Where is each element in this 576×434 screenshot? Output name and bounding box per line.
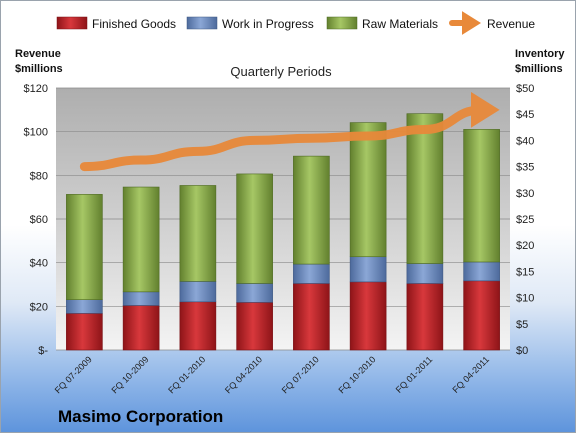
bars bbox=[66, 113, 500, 351]
bar-finished-goods[interactable] bbox=[236, 302, 273, 351]
right-tick-label: $50 bbox=[516, 83, 534, 95]
legend-label-raw-materials: Raw Materials bbox=[362, 17, 438, 31]
legend-item-work-in-progress[interactable]: Work in Progress bbox=[186, 16, 314, 31]
right-tick-label: $0 bbox=[516, 345, 528, 357]
legend-label-revenue: Revenue bbox=[487, 17, 535, 31]
left-tick-label: $20 bbox=[30, 301, 48, 313]
right-tick-label: $5 bbox=[516, 319, 528, 331]
bar-finished-goods[interactable] bbox=[406, 283, 444, 351]
bar-raw-materials[interactable] bbox=[66, 194, 103, 300]
legend-label-finished-goods: Finished Goods bbox=[92, 17, 176, 31]
category-label: FQ 04-2011 bbox=[450, 354, 491, 395]
legend-label-work-in-progress: Work in Progress bbox=[222, 17, 314, 31]
revenue-line bbox=[79, 91, 500, 172]
bar-finished-goods[interactable] bbox=[66, 313, 103, 351]
category-label: FQ 10-2010 bbox=[337, 354, 378, 395]
right-tick-label: $45 bbox=[516, 109, 534, 121]
bar-raw-materials[interactable] bbox=[236, 173, 273, 284]
category-label: FQ 04-2010 bbox=[223, 354, 264, 395]
bar-work-in-progress[interactable] bbox=[349, 256, 387, 283]
left-axis-title-line-2: $millions bbox=[15, 63, 63, 75]
right-axis-title-line-1: Inventory bbox=[515, 48, 565, 60]
bar-work-in-progress[interactable] bbox=[293, 263, 330, 284]
legend-item-finished-goods[interactable]: Finished Goods bbox=[56, 16, 176, 31]
right-tick-label: $25 bbox=[516, 214, 534, 226]
legend-item-raw-materials[interactable]: Raw Materials bbox=[326, 16, 438, 31]
left-tick-label: $40 bbox=[30, 258, 48, 270]
left-tick-label: $80 bbox=[30, 170, 48, 182]
legend-item-revenue[interactable]: Revenue bbox=[449, 11, 535, 35]
right-tick-label: $35 bbox=[516, 162, 534, 174]
right-axis-ticks: $0 $5 $10 $15 $20 $25 $30 $35 $40 $45 $50 bbox=[516, 83, 534, 357]
bar-work-in-progress[interactable] bbox=[66, 299, 103, 314]
bar-work-in-progress[interactable] bbox=[406, 263, 444, 284]
left-axis-ticks: $- $20 $40 $60 $80 $100 $120 bbox=[24, 83, 49, 357]
plot-title: Quarterly Periods bbox=[230, 64, 332, 79]
bar-raw-materials[interactable] bbox=[349, 122, 387, 258]
category-label: FQ 07-2009 bbox=[53, 354, 94, 395]
right-axis-title-line-2: $millions bbox=[515, 63, 563, 75]
right-tick-label: $40 bbox=[516, 135, 534, 147]
left-tick-label: $- bbox=[38, 345, 48, 357]
bar-raw-materials[interactable] bbox=[406, 113, 444, 264]
left-tick-label: $120 bbox=[24, 83, 48, 95]
revenue-series-line[interactable] bbox=[79, 91, 500, 172]
right-tick-label: $30 bbox=[516, 188, 534, 200]
bar-work-in-progress[interactable] bbox=[236, 283, 273, 303]
bar-raw-materials[interactable] bbox=[463, 129, 500, 263]
bar-raw-materials[interactable] bbox=[122, 186, 160, 293]
category-label: FQ 01-2010 bbox=[166, 354, 207, 395]
right-tick-label: $15 bbox=[516, 266, 534, 278]
right-tick-label: $10 bbox=[516, 293, 534, 305]
legend: Finished Goods Work in Progress Raw Mate… bbox=[56, 11, 535, 35]
category-label: FQ 07-2010 bbox=[280, 354, 321, 395]
left-tick-label: $100 bbox=[24, 127, 48, 139]
bar-finished-goods[interactable] bbox=[349, 281, 387, 351]
bar-raw-materials[interactable] bbox=[293, 155, 330, 265]
category-label: FQ 01-2011 bbox=[394, 354, 435, 395]
bar-finished-goods[interactable] bbox=[463, 280, 500, 351]
bar-finished-goods[interactable] bbox=[293, 283, 330, 351]
bar-work-in-progress[interactable] bbox=[122, 291, 160, 306]
right-tick-label: $20 bbox=[516, 240, 534, 252]
left-axis-title-line-1: Revenue bbox=[15, 48, 61, 60]
bar-work-in-progress[interactable] bbox=[179, 281, 217, 303]
bar-raw-materials[interactable] bbox=[179, 185, 217, 282]
bar-finished-goods[interactable] bbox=[122, 305, 160, 351]
category-label: FQ 10-2009 bbox=[110, 354, 151, 395]
company-name: Masimo Corporation bbox=[58, 407, 223, 426]
left-tick-label: $60 bbox=[30, 214, 48, 226]
bar-finished-goods[interactable] bbox=[179, 301, 217, 351]
category-labels: FQ 07-2009 FQ 10-2009 FQ 01-2010 FQ 04-2010… bbox=[53, 354, 491, 395]
bar-work-in-progress[interactable] bbox=[463, 261, 500, 282]
